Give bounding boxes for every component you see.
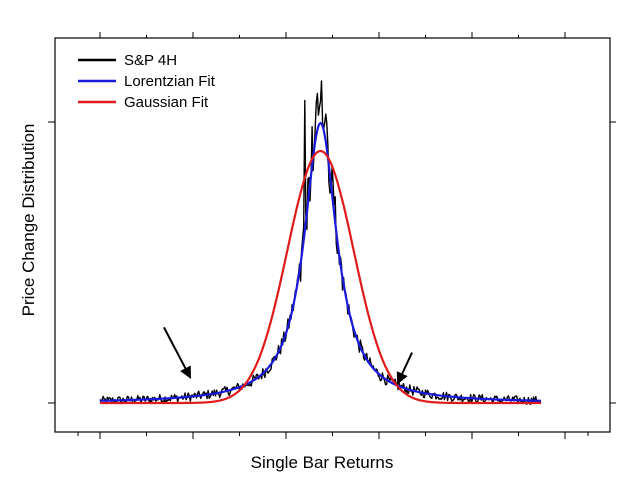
series-sp-4h-line — [99, 80, 542, 406]
series-gaussian-fit-line — [100, 149, 541, 405]
legend-label-s-p-4h: S&P 4H — [124, 52, 177, 69]
legend-label-lorentzian-fit: Lorentzian Fit — [124, 73, 216, 90]
series-lorentzian-fit-line — [99, 121, 542, 402]
annotation-layer — [163, 326, 413, 385]
annotation-arrow-2 — [396, 352, 413, 385]
y-axis-label: Price Change Distribution — [19, 124, 38, 317]
legend-label-gaussian-fit: Gaussian Fit — [124, 94, 209, 111]
axis-ticks — [48, 32, 616, 439]
x-axis-label: Single Bar Returns — [251, 453, 394, 472]
series-layer — [99, 80, 542, 406]
annotation-arrow-1 — [163, 326, 192, 379]
legend: S&P 4H Lorentzian Fit Gaussian Fit — [78, 52, 216, 111]
